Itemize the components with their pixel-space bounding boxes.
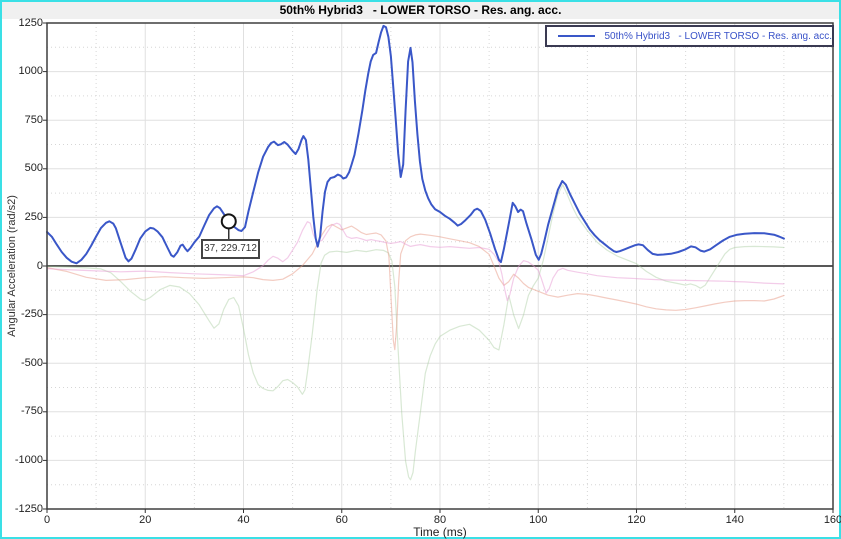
- y-tick-label: 0: [36, 259, 43, 272]
- y-tick-label: -250: [20, 308, 43, 321]
- series-background: [46, 221, 785, 302]
- series-background: [46, 184, 785, 481]
- x-tick-label: 80: [433, 514, 447, 526]
- x-tick-label: 0: [43, 514, 51, 526]
- y-axis-label: Angular Acceleration (rad/s2): [6, 195, 18, 337]
- y-tick-label: 250: [24, 210, 43, 223]
- y-tick-label: -750: [20, 405, 43, 418]
- y-tick-label: -1000: [14, 453, 43, 466]
- y-tick-label: 750: [24, 113, 43, 126]
- chart-area[interactable]: 1250 1000 750 500 250 0 -250 -500 -750 -1000 -1250…: [2, 16, 841, 539]
- series-main[interactable]: [46, 24, 785, 265]
- x-axis-label: Time (ms): [413, 525, 467, 539]
- y-tick-label: 500: [24, 162, 43, 175]
- selected-point-marker[interactable]: [220, 213, 237, 230]
- legend: 50th% Hybrid3 - LOWER TORSO - Res. ang. …: [545, 25, 834, 47]
- y-tick-label: 1000: [18, 65, 43, 78]
- x-tick-label: 100: [529, 514, 548, 526]
- x-tick-label: 60: [335, 514, 348, 526]
- legend-label: 50th% Hybrid3 - LOWER TORSO - Res. ang. …: [604, 30, 833, 42]
- y-tick-label: -500: [20, 356, 43, 369]
- y-tick-label: 1250: [18, 16, 43, 29]
- y-tick-label: -1250: [14, 502, 43, 515]
- chart-title: 50th% Hybrid3 - LOWER TORSO - Res. ang. …: [2, 2, 839, 19]
- x-tick-label: 40: [237, 514, 250, 526]
- x-tick-label: 20: [139, 514, 152, 526]
- x-tick-label: 140: [725, 514, 744, 526]
- series-background: [46, 223, 785, 351]
- x-tick-label: 160: [823, 514, 841, 526]
- x-tick-label: 120: [627, 514, 646, 526]
- legend-line-sample: [558, 35, 595, 37]
- datapoint-annotation[interactable]: 37, 229.712: [201, 239, 260, 259]
